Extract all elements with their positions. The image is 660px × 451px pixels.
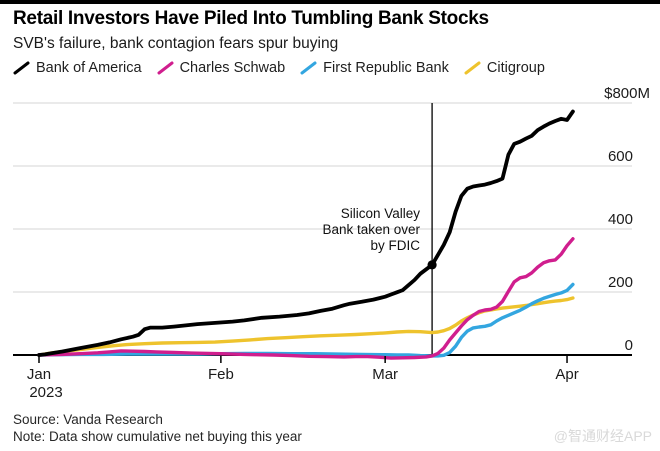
legend-label: Charles Schwab <box>179 60 286 76</box>
y-axis-label-200: 200 <box>608 274 633 291</box>
series-line-charles-schwab <box>37 237 575 360</box>
y-axis-label-600: 600 <box>608 148 633 165</box>
annotation-line: Silicon Valley <box>340 206 420 221</box>
svb-annotation: Silicon Valley Bank taken over by FDIC <box>322 206 420 254</box>
legend-label: Citigroup <box>486 60 545 76</box>
y-axis-label-800: $800M <box>604 85 650 102</box>
legend-label: First Republic Bank <box>323 60 449 76</box>
line-swatch-icon <box>300 61 317 75</box>
legend-item-first-republic-bank: First Republic Bank <box>300 60 449 76</box>
legend-item-charles-schwab: Charles Schwab <box>157 60 286 76</box>
x-axis-label-mar: Mar <box>372 366 398 383</box>
x-axis-label-jan: Jan <box>27 366 51 383</box>
page-title: Retail Investors Have Piled Into Tumblin… <box>13 8 489 29</box>
series-line-citigroup <box>37 296 575 357</box>
annotation-line: Bank taken over <box>322 222 420 237</box>
note-text: Note: Data show cumulative net buying th… <box>13 429 302 444</box>
watermark-text: @智通财经APP <box>553 428 652 444</box>
source-text: Source: Vanda Research <box>13 412 163 427</box>
x-axis-year-label: 2023 <box>29 384 62 401</box>
svb-event-dot <box>427 260 437 270</box>
x-axis-label-feb: Feb <box>208 366 234 383</box>
annotation-line: by FDIC <box>370 238 420 253</box>
line-swatch-icon <box>157 61 174 75</box>
y-axis-label-400: 400 <box>608 211 633 228</box>
line-swatch-icon <box>13 61 30 75</box>
top-accent-bar <box>0 0 660 4</box>
series-line-bank-of-america <box>37 109 575 357</box>
line-swatch-icon <box>464 61 481 75</box>
legend-item-citigroup: Citigroup <box>464 60 545 76</box>
chart-subtitle: SVB's failure, bank contagion fears spur… <box>13 35 339 52</box>
x-axis-label-apr: Apr <box>555 366 578 383</box>
legend-item-bank-of-america: Bank of America <box>13 60 142 76</box>
legend-label: Bank of America <box>36 60 142 76</box>
y-axis-label-0: 0 <box>625 337 633 354</box>
chart-legend: Bank of America Charles Schwab First Rep… <box>13 60 545 76</box>
